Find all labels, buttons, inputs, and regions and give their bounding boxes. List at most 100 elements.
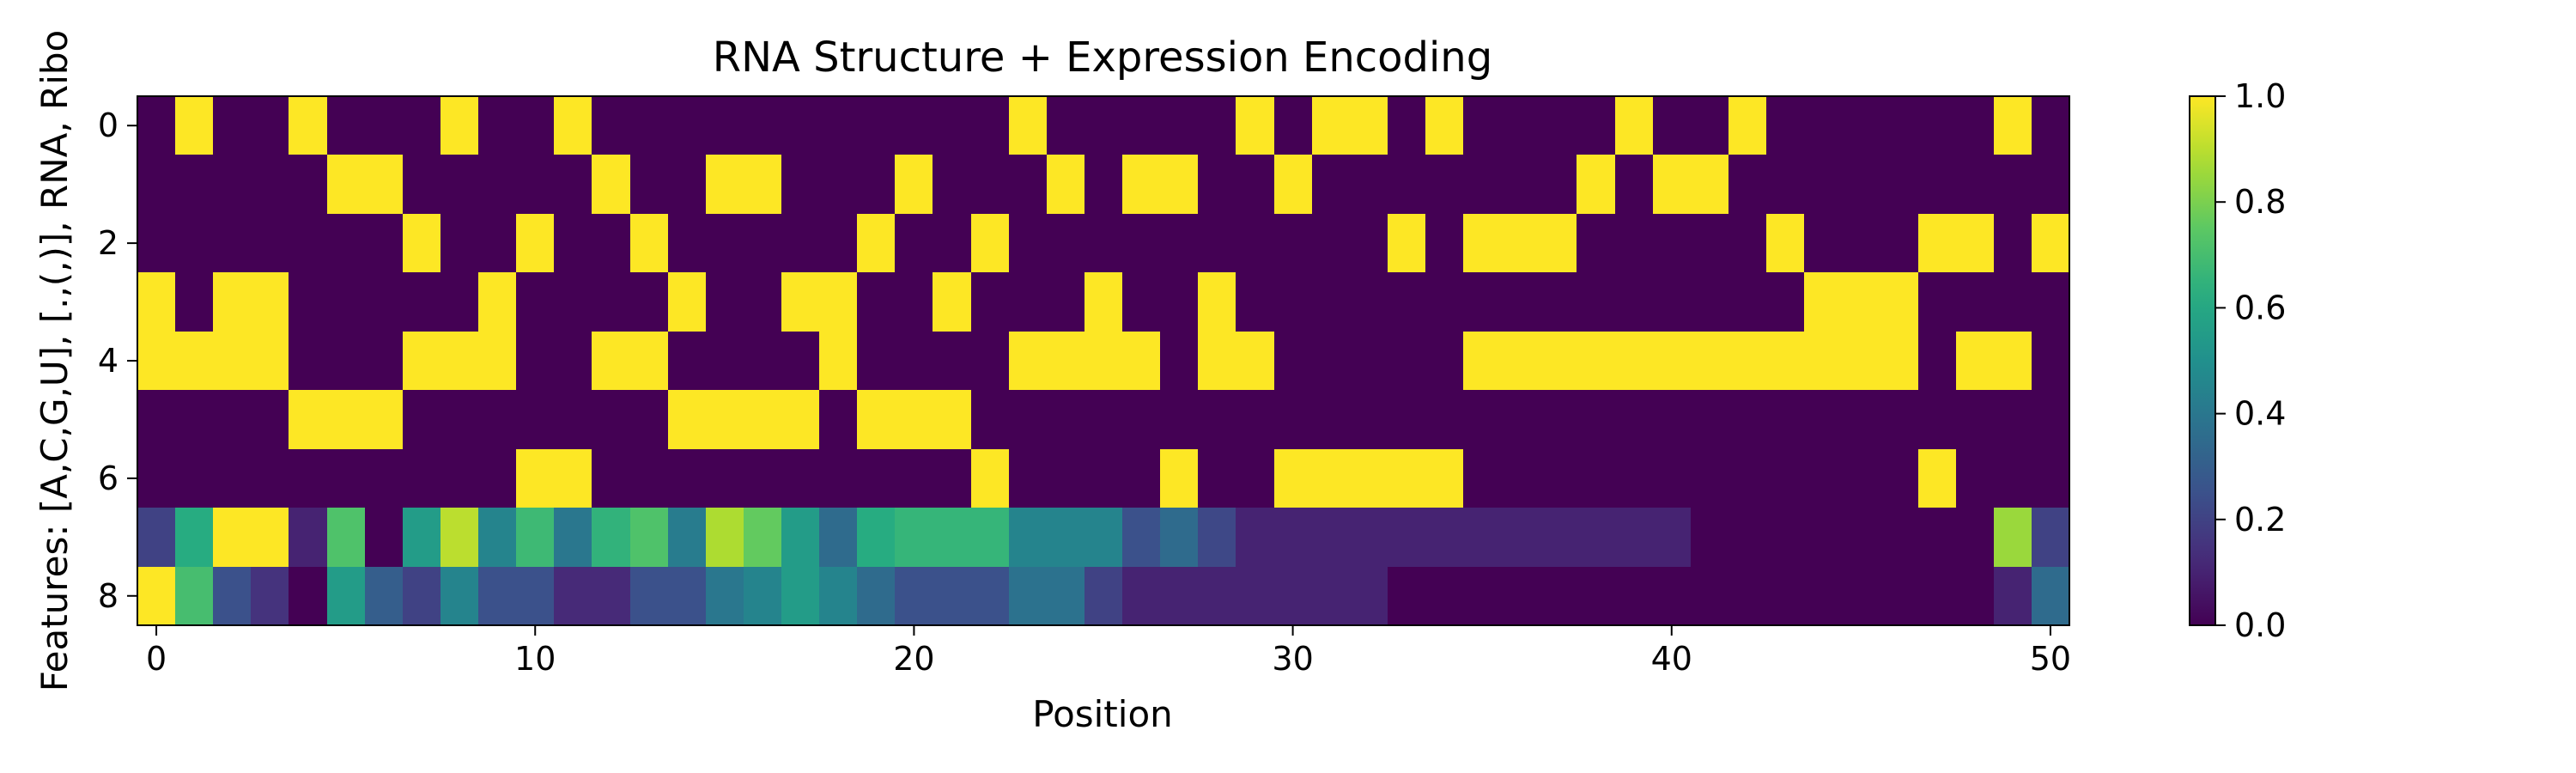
heatmap-cell xyxy=(213,449,251,508)
heatmap-cell xyxy=(2032,96,2069,155)
heatmap-cell xyxy=(1956,272,1994,332)
heatmap-cell xyxy=(403,567,440,625)
heatmap-cell xyxy=(1539,272,1577,332)
heatmap-cell xyxy=(1388,96,1425,155)
heatmap-cell xyxy=(706,390,744,449)
heatmap-cell xyxy=(1804,155,1842,214)
heatmap-cell xyxy=(1994,390,2032,449)
heatmap-cell xyxy=(933,96,971,155)
heatmap-cell xyxy=(1956,390,1994,449)
heatmap-cell xyxy=(781,332,819,390)
heatmap-cell xyxy=(630,390,668,449)
chart-title: RNA Structure + Expression Encoding xyxy=(713,33,1492,82)
heatmap-cell xyxy=(1880,390,1918,449)
heatmap-cell xyxy=(1728,390,1766,449)
heatmap-cell xyxy=(895,214,933,272)
heatmap-cell xyxy=(1009,508,1047,567)
heatmap-cell xyxy=(213,332,251,390)
colorbar-tick-label: 0.4 xyxy=(2234,395,2286,433)
heatmap-cell xyxy=(1047,272,1084,332)
heatmap-cell xyxy=(327,508,365,567)
heatmap-cell xyxy=(1918,214,1956,272)
heatmap-cell xyxy=(403,272,440,332)
heatmap-cell xyxy=(1425,272,1463,332)
heatmap-cell xyxy=(1918,155,1956,214)
heatmap-cell xyxy=(251,96,289,155)
heatmap-cell xyxy=(327,272,365,332)
heatmap-cell xyxy=(1653,449,1691,508)
heatmap-cell xyxy=(744,567,781,625)
heatmap-cell xyxy=(1047,332,1084,390)
heatmap-cell xyxy=(857,332,895,390)
heatmap-cell xyxy=(1804,567,1842,625)
heatmap-cell xyxy=(403,214,440,272)
heatmap-cell xyxy=(1312,332,1350,390)
heatmap-cell xyxy=(1804,332,1842,390)
heatmap-cell xyxy=(1274,332,1312,390)
heatmap-cell xyxy=(668,390,706,449)
heatmap-cell xyxy=(1312,508,1350,567)
heatmap-cell xyxy=(781,155,819,214)
heatmap-cell xyxy=(251,332,289,390)
heatmap-cell xyxy=(744,155,781,214)
heatmap-cell xyxy=(1994,508,2032,567)
heatmap-cell xyxy=(2032,272,2069,332)
heatmap-cell xyxy=(592,508,630,567)
heatmap-cell xyxy=(137,390,175,449)
heatmap-cell xyxy=(554,272,592,332)
heatmap-cell xyxy=(478,272,516,332)
heatmap-cell xyxy=(1842,96,1880,155)
heatmap-cell xyxy=(1047,508,1084,567)
heatmap-cell xyxy=(1956,96,1994,155)
heatmap-cell xyxy=(1198,508,1236,567)
heatmap-cell xyxy=(1160,272,1198,332)
heatmap-cell xyxy=(1653,272,1691,332)
heatmap-cell xyxy=(592,332,630,390)
heatmap-cell xyxy=(1577,155,1615,214)
heatmap-cell xyxy=(478,214,516,272)
heatmap-cell xyxy=(1236,449,1274,508)
heatmap-cell xyxy=(630,332,668,390)
heatmap-cell xyxy=(2032,567,2069,625)
heatmap-cell xyxy=(403,390,440,449)
heatmap-cell xyxy=(1160,214,1198,272)
heatmap-cell xyxy=(971,449,1009,508)
heatmap-cell xyxy=(1312,272,1350,332)
heatmap-cell xyxy=(744,332,781,390)
heatmap-cell xyxy=(706,155,744,214)
heatmap-cell xyxy=(554,390,592,449)
heatmap-cell xyxy=(857,96,895,155)
heatmap-cell xyxy=(1539,508,1577,567)
heatmap-cell xyxy=(1577,449,1615,508)
heatmap-cell xyxy=(1501,272,1539,332)
heatmap-cell xyxy=(933,449,971,508)
heatmap-cell xyxy=(1425,508,1463,567)
heatmap-cell xyxy=(706,567,744,625)
heatmap-cell xyxy=(1501,449,1539,508)
heatmap-cell xyxy=(895,272,933,332)
heatmap-cell xyxy=(1160,96,1198,155)
heatmap-cell xyxy=(440,332,478,390)
heatmap-cell xyxy=(1880,272,1918,332)
y-tick-label: 4 xyxy=(98,342,118,380)
heatmap-cell xyxy=(554,449,592,508)
heatmap-cell xyxy=(1350,567,1388,625)
heatmap-cell xyxy=(819,96,857,155)
heatmap-cell xyxy=(1009,96,1047,155)
heatmap-cell xyxy=(1956,567,1994,625)
heatmap-cell xyxy=(1236,508,1274,567)
heatmap-cell xyxy=(1994,567,2032,625)
heatmap-cell xyxy=(1236,332,1274,390)
heatmap-cell xyxy=(1236,390,1274,449)
colorbar-tick-label: 0.6 xyxy=(2234,289,2286,326)
heatmap-cell xyxy=(1122,449,1160,508)
x-tick-label: 20 xyxy=(893,640,934,678)
heatmap-cell xyxy=(213,272,251,332)
heatmap-cell xyxy=(1880,214,1918,272)
heatmap-cell xyxy=(744,508,781,567)
heatmap-cell xyxy=(516,567,554,625)
heatmap-cell xyxy=(781,449,819,508)
heatmap-cell xyxy=(1122,390,1160,449)
colorbar-tick-label: 0.0 xyxy=(2234,606,2286,644)
heatmap-cell xyxy=(1653,155,1691,214)
